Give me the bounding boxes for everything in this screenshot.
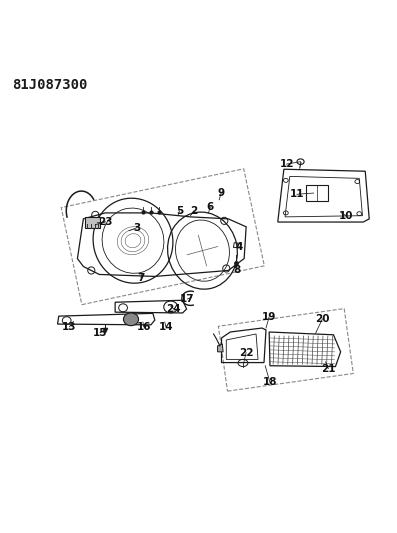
Text: 2: 2 xyxy=(190,206,197,216)
Text: 9: 9 xyxy=(218,188,225,198)
Text: 5: 5 xyxy=(176,206,183,216)
Text: 15: 15 xyxy=(93,328,107,338)
Text: 3: 3 xyxy=(133,223,141,232)
Text: 24: 24 xyxy=(167,304,181,314)
Text: 6: 6 xyxy=(207,202,214,212)
Text: 81J087300: 81J087300 xyxy=(12,78,87,92)
Text: 4: 4 xyxy=(235,241,243,252)
Text: 23: 23 xyxy=(98,216,112,227)
Text: 11: 11 xyxy=(290,189,304,199)
Polygon shape xyxy=(218,344,223,352)
Text: 12: 12 xyxy=(279,159,294,169)
Text: 7: 7 xyxy=(137,272,145,282)
Ellipse shape xyxy=(123,313,139,326)
Bar xyxy=(306,185,328,201)
Text: 22: 22 xyxy=(239,348,253,358)
Text: 21: 21 xyxy=(321,364,335,374)
Text: 20: 20 xyxy=(315,314,330,324)
Bar xyxy=(85,217,100,228)
Text: 16: 16 xyxy=(137,322,151,332)
Text: 8: 8 xyxy=(233,265,241,274)
Text: 18: 18 xyxy=(263,377,277,387)
Text: 19: 19 xyxy=(262,312,276,322)
Text: 13: 13 xyxy=(62,322,77,332)
Text: 10: 10 xyxy=(339,211,353,221)
Text: 14: 14 xyxy=(159,322,173,332)
Text: 17: 17 xyxy=(180,294,195,304)
